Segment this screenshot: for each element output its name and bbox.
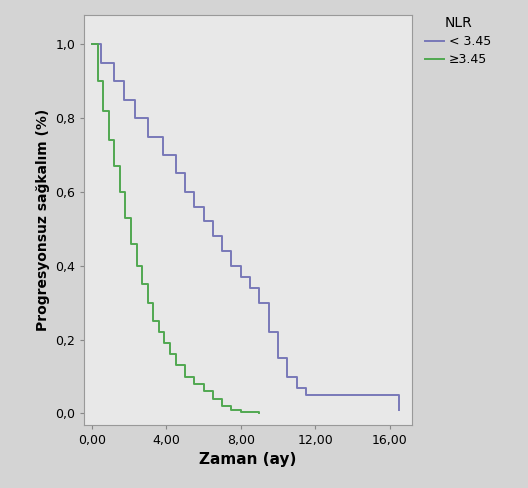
Legend: < 3.45, ≥3.45: < 3.45, ≥3.45 (421, 13, 495, 70)
Y-axis label: Progresyonsuz sağkalım (%): Progresyonsuz sağkalım (%) (36, 108, 50, 331)
X-axis label: Zaman (ay): Zaman (ay) (200, 452, 297, 467)
